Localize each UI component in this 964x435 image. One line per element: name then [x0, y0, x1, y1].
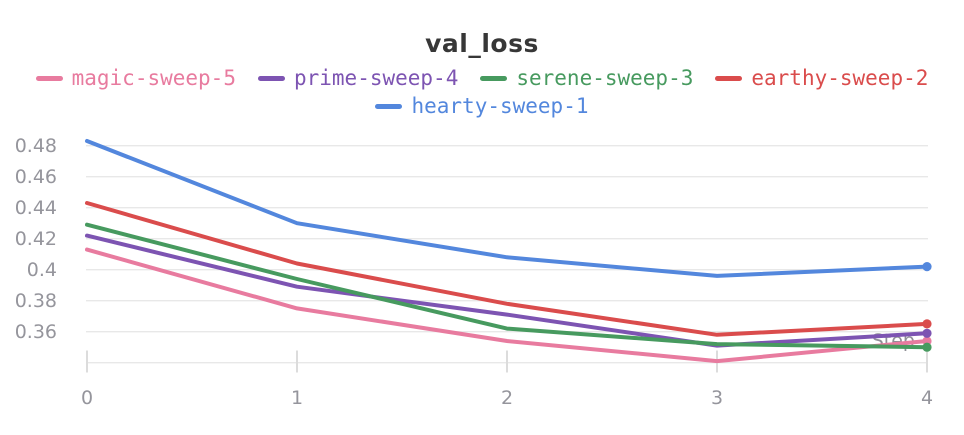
- series-endpoint-serene-sweep-3[interactable]: [922, 342, 932, 352]
- x-tick-label-4: 4: [920, 387, 934, 409]
- series-endpoint-prime-sweep-4[interactable]: [922, 328, 932, 338]
- y-tick-label-0.38: 0.38: [14, 290, 57, 312]
- legend-item-serene-sweep-3[interactable]: serene-sweep-3: [480, 65, 694, 90]
- y-tick-label-0.48: 0.48: [14, 135, 57, 157]
- y-tick-label-0.4: 0.4: [26, 259, 57, 281]
- y-tick-label-0.42: 0.42: [14, 228, 57, 250]
- series-line-earthy-sweep-2[interactable]: [85, 201, 929, 337]
- series-line-serene-sweep-3[interactable]: [85, 222, 929, 350]
- legend-item-earthy-sweep-2[interactable]: earthy-sweep-2: [715, 65, 929, 90]
- chart-legend: magic-sweep-5 prime-sweep-4 serene-sweep-3…: [0, 64, 964, 120]
- legend-label: magic-sweep-5: [71, 65, 236, 90]
- x-tick-label-3: 3: [710, 387, 724, 409]
- series-endpoint-hearty-sweep-1[interactable]: [922, 262, 932, 272]
- legend-label: hearty-sweep-1: [411, 93, 589, 118]
- series-line-prime-sweep-4[interactable]: [85, 233, 929, 348]
- y-tick-label-0.46: 0.46: [14, 166, 57, 188]
- series-line-hearty-sweep-1[interactable]: [85, 139, 929, 278]
- legend-label: serene-sweep-3: [516, 65, 694, 90]
- legend-row: hearty-sweep-1: [0, 92, 964, 120]
- x-tick-label-2: 2: [500, 387, 514, 409]
- y-tick-label-0.44: 0.44: [14, 197, 57, 219]
- legend-item-hearty-sweep-1[interactable]: hearty-sweep-1: [375, 93, 589, 118]
- legend-label: prime-sweep-4: [293, 65, 459, 90]
- series-line-magic-sweep-5[interactable]: [85, 247, 929, 364]
- y-tick-label-0.36: 0.36: [14, 321, 57, 343]
- legend-row: magic-sweep-5 prime-sweep-4 serene-sweep-3…: [0, 64, 964, 92]
- legend-label: earthy-sweep-2: [751, 65, 929, 90]
- legend-item-magic-sweep-5[interactable]: magic-sweep-5: [35, 65, 236, 90]
- legend-swatch-icon: [35, 75, 63, 81]
- legend-swatch-icon: [715, 75, 743, 81]
- legend-swatch-icon: [257, 75, 285, 81]
- x-tick-label-1: 1: [290, 387, 304, 409]
- legend-item-prime-sweep-4[interactable]: prime-sweep-4: [257, 65, 459, 90]
- series-endpoint-earthy-sweep-2[interactable]: [922, 319, 932, 329]
- chart-title: val_loss: [425, 29, 539, 58]
- legend-swatch-icon: [375, 103, 403, 109]
- legend-swatch-icon: [480, 75, 508, 81]
- x-tick-label-0: 0: [80, 387, 94, 409]
